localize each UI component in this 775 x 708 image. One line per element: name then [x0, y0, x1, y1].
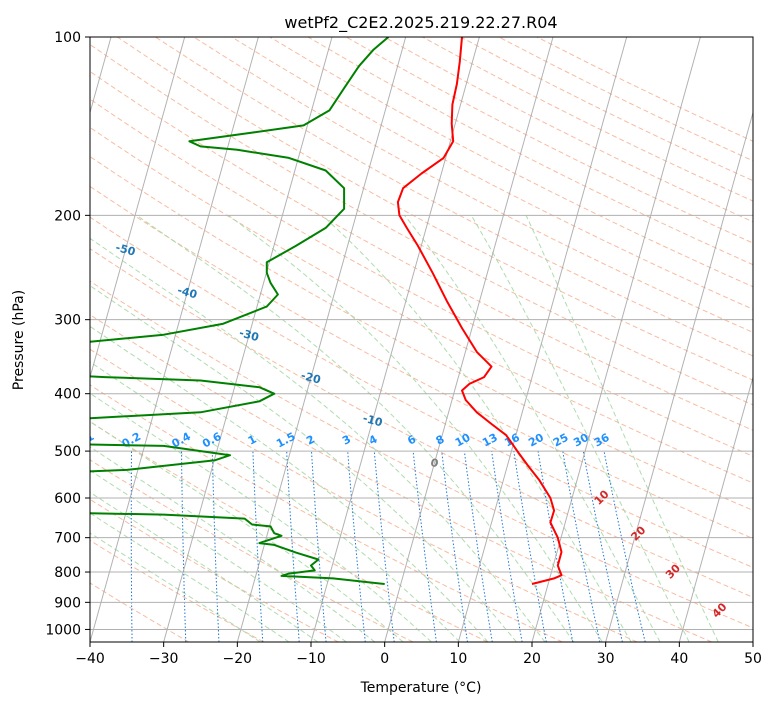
isotherm-line — [90, 37, 186, 380]
mixing-ratio-line — [582, 451, 623, 642]
plot-frame — [89, 36, 754, 643]
x-tick-label: 30 — [597, 651, 615, 667]
moist-adiabat-line — [90, 532, 261, 642]
isotherm-label: -30 — [238, 326, 261, 344]
mixing-ratio-label: 36 — [592, 431, 612, 450]
chart-title: wetPf2_C2E2.2025.219.22.27.R04 — [284, 13, 557, 33]
dry-adiabat-line — [231, 37, 753, 310]
y-axis-label: Pressure (hPa) — [11, 290, 27, 390]
x-tick-label: 40 — [670, 651, 688, 667]
moist-adiabat-line — [90, 325, 489, 642]
isotherm-line — [605, 110, 753, 642]
isotherm-line — [678, 375, 753, 642]
moist-adiabat-line — [90, 361, 461, 642]
y-tick-label: 100 — [54, 30, 81, 46]
y-tick-label: 700 — [54, 531, 81, 547]
x-tick-label: −40 — [75, 651, 105, 667]
moist-adiabat-line — [90, 491, 319, 642]
mixing-ratio-line — [211, 451, 220, 642]
isotherm-label: -10 — [361, 412, 384, 430]
grid-lines — [90, 37, 753, 642]
x-tick-label: 20 — [523, 651, 541, 667]
isotherm-line — [457, 37, 628, 642]
isotherm-label: -40 — [176, 284, 199, 302]
moist-adiabat-line — [228, 214, 603, 642]
y-axis: 100 200 300 400 500 600 700 800 900 1000 — [45, 30, 90, 638]
dry-adiabat-line — [90, 216, 753, 569]
mixing-ratio-label: 30 — [571, 431, 591, 450]
isotherm-label: 0 — [429, 456, 440, 471]
dry-adiabat-line — [90, 459, 414, 642]
moist-adiabat-line — [90, 285, 517, 642]
mixing-ratio-line — [373, 451, 395, 642]
moist-adiabat-line — [90, 512, 290, 642]
mixing-ratio-line — [562, 451, 601, 642]
dry-adiabat-line — [90, 280, 753, 629]
dry-adiabat-line — [269, 37, 753, 288]
x-tick-label: −20 — [223, 651, 253, 667]
y-tick-label: 300 — [54, 313, 81, 329]
moist-adiabat-line — [470, 215, 690, 642]
moist-adiabat-line — [90, 237, 546, 642]
dry-adiabat-line — [90, 314, 712, 642]
x-tick-label: −30 — [149, 651, 179, 667]
mixing-ratio-line — [181, 451, 187, 642]
x-tick-label: −10 — [296, 651, 326, 667]
dry-adiabat-line — [117, 37, 753, 381]
dry-adiabat-line — [90, 155, 753, 511]
dry-adiabat-line — [90, 348, 638, 642]
dry-adiabat-line — [90, 421, 488, 642]
x-tick-label: 10 — [449, 651, 467, 667]
mixing-ratio-label: 0.1 — [73, 430, 96, 451]
isotherm-label: -20 — [300, 369, 323, 387]
isotherm-line — [531, 37, 701, 642]
x-tick-label: 50 — [744, 651, 762, 667]
dry-adiabat-line — [90, 43, 753, 406]
mixing-ratio-line — [252, 451, 264, 642]
y-tick-label: 600 — [54, 491, 81, 507]
mixing-ratio-line — [311, 451, 327, 642]
mixing-ratio-label: 20 — [526, 431, 546, 450]
moist-adiabat-line — [90, 420, 404, 642]
isotherm-line — [163, 37, 333, 642]
mixing-ratio-line — [603, 451, 646, 642]
y-tick-label: 400 — [54, 387, 81, 403]
dry-adiabat-line — [90, 185, 753, 540]
dry-adiabat-line — [155, 37, 753, 357]
y-tick-label: 500 — [54, 444, 81, 460]
x-axis-label: Temperature (°C) — [360, 680, 482, 696]
mixing-ratio-line — [286, 451, 300, 642]
x-tick-label: 0 — [380, 651, 389, 667]
isotherm-line — [90, 37, 259, 642]
y-tick-label: 900 — [54, 595, 81, 611]
dry-adiabat-line — [90, 126, 753, 484]
dry-adiabat-line — [90, 384, 563, 642]
mixing-ratio-label: 13 — [480, 431, 500, 450]
temperature-line — [396, 37, 563, 585]
y-tick-label: 1000 — [45, 622, 81, 638]
dry-adiabat-line — [193, 37, 753, 333]
dewpoint-line — [90, 37, 390, 585]
isotherm-label: -50 — [114, 241, 137, 259]
sounding-series — [90, 37, 563, 585]
moist-adiabat-line — [404, 214, 661, 642]
mixing-ratio-label: 10 — [453, 431, 473, 450]
mixing-ratio-line — [347, 451, 366, 642]
y-tick-label: 800 — [54, 565, 81, 581]
background-lines — [90, 37, 753, 642]
moist-adiabat-line — [90, 392, 432, 642]
isotherm-line — [310, 37, 480, 642]
dry-adiabat-line — [90, 582, 190, 642]
y-tick-label: 200 — [54, 208, 81, 224]
mixing-ratio-label: 25 — [551, 431, 571, 450]
x-axis: −40 −30 −20 −10 0 10 20 30 40 50 — [75, 642, 762, 667]
moist-adiabat-line — [525, 215, 719, 642]
moist-adiabat-line — [90, 446, 376, 642]
